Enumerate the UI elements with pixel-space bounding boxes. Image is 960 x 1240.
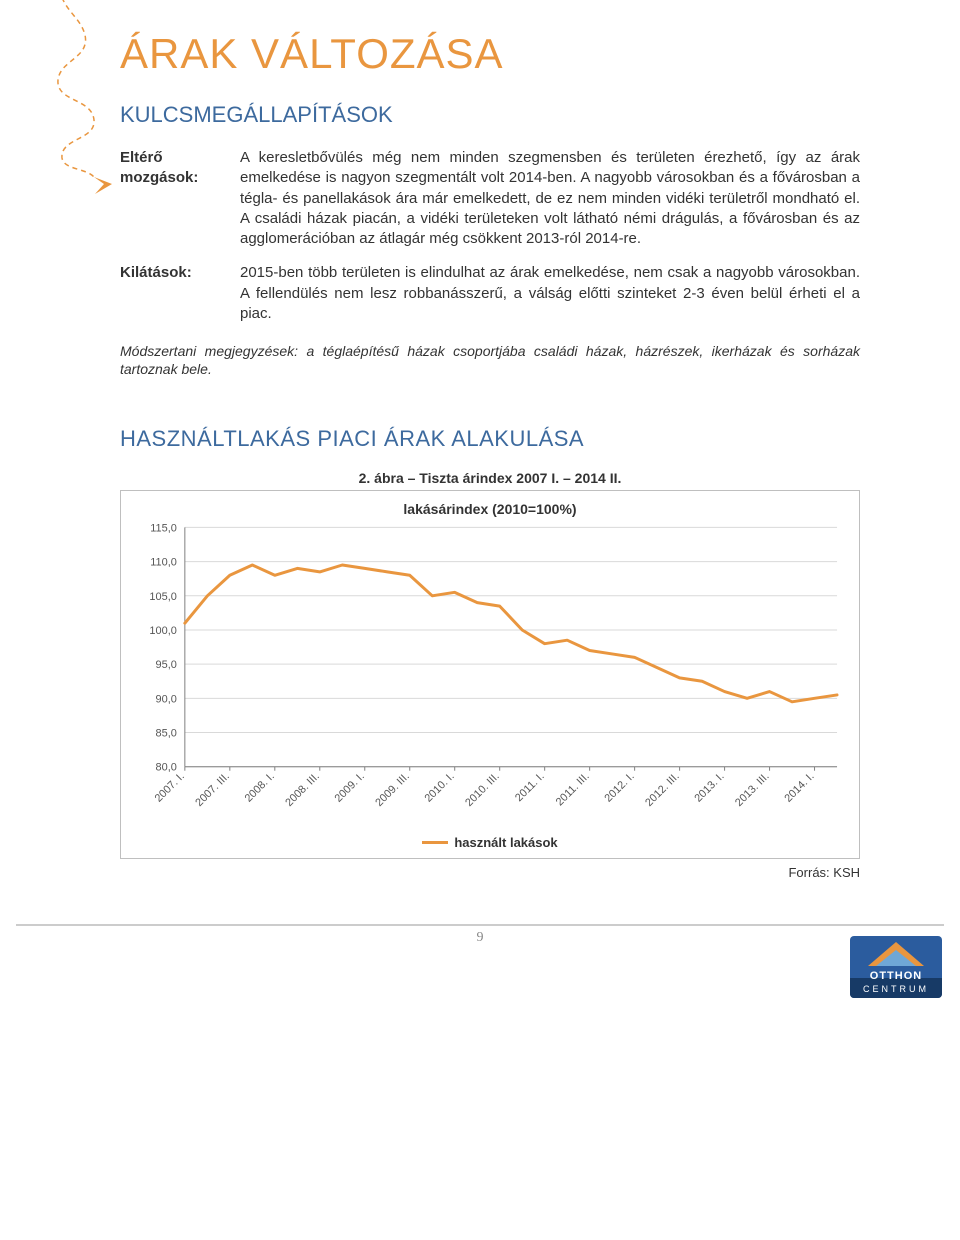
chart-heading: HASZNÁLTLAKÁS PIACI ÁRAK ALAKULÁSA	[120, 426, 860, 452]
key-finding-text: A keresletbővülés még nem minden szegmen…	[240, 148, 860, 249]
svg-text:115,0: 115,0	[150, 523, 177, 535]
chart-source: Forrás: KSH	[120, 865, 860, 880]
svg-text:2010. III.: 2010. III.	[463, 771, 502, 810]
svg-text:85,0: 85,0	[156, 728, 177, 740]
svg-text:2008. III.: 2008. III.	[283, 771, 322, 810]
key-finding-row: Eltérő mozgások: A keresletbővülés még n…	[120, 148, 860, 249]
svg-text:2009. I.: 2009. I.	[333, 771, 367, 805]
key-finding-label: Kilátások:	[120, 263, 240, 324]
svg-text:95,0: 95,0	[156, 660, 177, 672]
legend-label: használt lakások	[454, 835, 557, 850]
svg-text:2014. I.: 2014. I.	[782, 771, 816, 805]
chart-caption: 2. ábra – Tiszta árindex 2007 I. – 2014 …	[120, 470, 860, 486]
svg-text:2009. III.: 2009. III.	[373, 771, 412, 810]
svg-text:2013. I.: 2013. I.	[692, 771, 726, 805]
chart-subtitle: lakásárindex (2010=100%)	[131, 501, 849, 517]
footer-divider	[16, 924, 944, 926]
key-finding-row: Kilátások: 2015-ben több területen is el…	[120, 263, 860, 324]
legend-swatch-icon	[422, 841, 448, 844]
line-chart: 80,0 85,0 90,0 95,0 100,0 105,0 110,0 115,0 2007…	[131, 519, 849, 829]
svg-text:2013. III.: 2013. III.	[733, 771, 772, 810]
svg-text:2008. I.: 2008. I.	[243, 771, 277, 805]
svg-text:CENTRUM: CENTRUM	[863, 984, 929, 994]
svg-text:100,0: 100,0	[149, 625, 176, 637]
svg-text:110,0: 110,0	[150, 557, 177, 569]
svg-text:2011. I.: 2011. I.	[513, 771, 547, 805]
key-finding-label: Eltérő mozgások:	[120, 148, 240, 249]
svg-text:2012. I.: 2012. I.	[602, 771, 636, 805]
svg-text:2010. I.: 2010. I.	[423, 771, 457, 805]
chart-container: lakásárindex (2010=100%) 80,0 85,0 90,0 95,…	[120, 490, 860, 859]
svg-text:2007. III.: 2007. III.	[193, 771, 232, 810]
section-subtitle: KULCSMEGÁLLAPÍTÁSOK	[120, 102, 860, 128]
svg-text:2012. III.: 2012. III.	[643, 771, 682, 810]
svg-text:OTTHON: OTTHON	[870, 970, 922, 982]
key-finding-text: 2015-ben több területen is elindulhat az…	[240, 263, 860, 324]
svg-text:2007. I.: 2007. I.	[153, 771, 187, 805]
decorative-squiggle	[20, 0, 115, 220]
page-footer: 9 OTTHON CENTRUM	[0, 924, 960, 1004]
svg-text:2011. III.: 2011. III.	[554, 771, 592, 809]
svg-text:90,0: 90,0	[156, 694, 177, 706]
otthon-centrum-logo-icon: OTTHON CENTRUM	[850, 936, 942, 998]
svg-text:80,0: 80,0	[156, 762, 177, 774]
svg-text:105,0: 105,0	[149, 591, 176, 603]
page-title: ÁRAK VÁLTOZÁSA	[120, 30, 860, 78]
chart-legend: használt lakások	[131, 835, 849, 850]
method-note: Módszertani megjegyzések: a téglaépítésű…	[120, 342, 860, 378]
page-number: 9	[0, 930, 960, 946]
